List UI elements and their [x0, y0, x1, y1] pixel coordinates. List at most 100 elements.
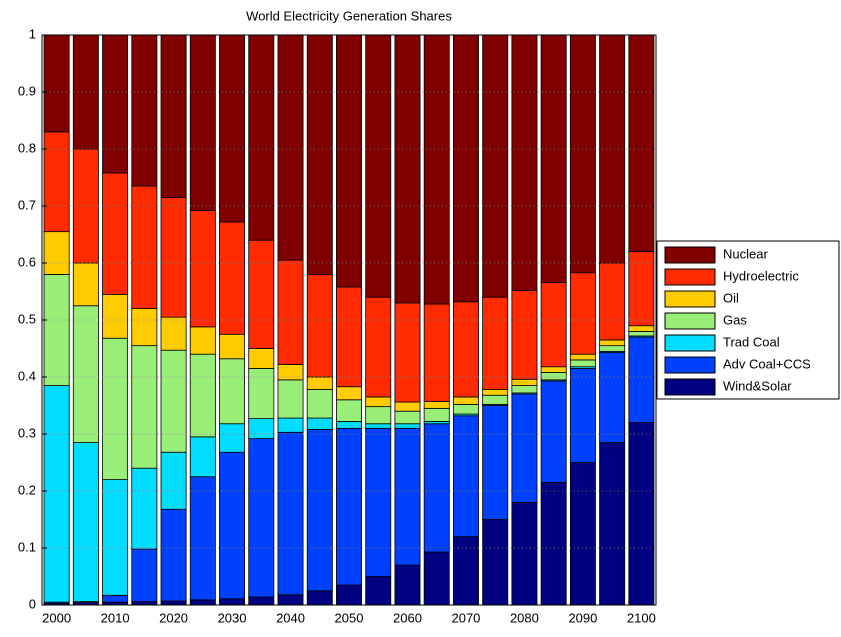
- legend-label: Nuclear: [723, 246, 768, 261]
- bar-segment: [599, 339, 626, 347]
- y-tick-label: 0.1: [18, 539, 36, 554]
- bar-segment: [189, 599, 216, 606]
- bar-segment: [394, 410, 421, 425]
- bar-segment: [189, 34, 216, 211]
- legend-swatch: [664, 378, 716, 396]
- bar-segment: [511, 34, 538, 291]
- bar-segment: [452, 396, 479, 405]
- bar-segment: [394, 564, 421, 606]
- legend-label: Trad Coal: [723, 334, 780, 349]
- bar-segment: [511, 501, 538, 606]
- bar-segment: [43, 273, 70, 386]
- x-tick-label: 2030: [218, 610, 247, 625]
- bar-segment: [248, 368, 275, 420]
- bar-segment: [599, 345, 626, 352]
- bar-segment: [189, 476, 216, 601]
- bar-segment: [306, 376, 333, 390]
- bar-segment: [72, 305, 99, 443]
- bar-segment: [189, 353, 216, 438]
- bar-segment: [365, 427, 392, 577]
- bar-segment: [160, 197, 187, 318]
- legend-label: Gas: [723, 312, 747, 327]
- bar-segment: [482, 34, 509, 298]
- bar-segment: [452, 301, 479, 398]
- bar-segment: [131, 601, 158, 606]
- bar-segment: [248, 438, 275, 598]
- bar-segment: [569, 462, 596, 606]
- bar-segment: [306, 389, 333, 419]
- bar-segment: [43, 131, 70, 233]
- bar-segment: [540, 380, 567, 483]
- bar-segment: [43, 34, 70, 133]
- chart-title: World Electricity Generation Shares: [246, 8, 452, 23]
- bar-segment: [277, 34, 304, 261]
- bar-segment: [452, 536, 479, 606]
- bar-segment: [219, 423, 246, 453]
- bar-segment: [628, 251, 655, 327]
- bar-segment: [131, 548, 158, 602]
- bar-segment: [306, 429, 333, 592]
- bar-segment: [306, 273, 333, 378]
- x-tick-label: 2040: [276, 610, 305, 625]
- x-tick-label: 2090: [568, 610, 597, 625]
- legend-swatch: [664, 290, 716, 308]
- bar-segment: [365, 396, 392, 408]
- bar-segment: [394, 302, 421, 403]
- bar-segment: [569, 368, 596, 463]
- y-tick-label: 1: [29, 26, 36, 41]
- bar-segment: [160, 349, 187, 453]
- bar-segment: [102, 479, 129, 596]
- bar-segment: [189, 210, 216, 328]
- plot-frame: [41, 34, 657, 606]
- bar-segment: [131, 345, 158, 469]
- bar-segment: [599, 34, 626, 264]
- bar-segment: [131, 308, 158, 347]
- bar-segment: [599, 442, 626, 606]
- bar-segment: [423, 401, 450, 409]
- bar-segment: [569, 359, 596, 368]
- bar-segment: [102, 172, 129, 295]
- bar-segment: [394, 423, 421, 429]
- bar-segment: [511, 378, 538, 386]
- bar-segment: [569, 34, 596, 274]
- bar-segment: [423, 34, 450, 305]
- x-tick-label: 2000: [42, 610, 71, 625]
- bar-segment: [336, 427, 362, 586]
- bar-segment: [336, 399, 362, 422]
- bar-segment: [102, 594, 129, 603]
- bar-segment: [394, 401, 421, 412]
- bar-segment: [277, 594, 304, 606]
- bar-segment: [394, 427, 421, 566]
- bar-segment: [160, 508, 187, 602]
- x-tick-label: 2060: [393, 610, 422, 625]
- bar-segment: [482, 394, 509, 405]
- bar-segment: [72, 262, 99, 307]
- bar-segment: [160, 34, 187, 198]
- bar-segment: [540, 34, 567, 283]
- bar-segment: [102, 337, 129, 480]
- bar-segment: [599, 262, 626, 341]
- bar-segment: [540, 372, 567, 381]
- bar-segment: [423, 551, 450, 606]
- bar-segment: [277, 417, 304, 433]
- y-tick-label: 0.7: [18, 197, 36, 212]
- bar-segment: [131, 467, 158, 550]
- bar-segment: [452, 34, 479, 303]
- bar-segment: [511, 385, 538, 394]
- bar-segment: [540, 366, 567, 373]
- bar-segment: [131, 185, 158, 310]
- legend-label: Wind&Solar: [723, 378, 792, 393]
- bar-segment: [628, 336, 655, 424]
- bar-segment: [43, 385, 70, 603]
- bar-segment: [423, 407, 450, 422]
- bar-segment: [482, 389, 509, 396]
- y-tick-label: 0.6: [18, 254, 36, 269]
- y-tick-label: 0.9: [18, 83, 36, 98]
- bar-segment: [306, 590, 333, 606]
- x-tick-label: 2010: [101, 610, 130, 625]
- bar-segment: [102, 293, 129, 339]
- bar-segment: [248, 418, 275, 439]
- x-tick-label: 2050: [335, 610, 364, 625]
- bar-segment: [569, 272, 596, 355]
